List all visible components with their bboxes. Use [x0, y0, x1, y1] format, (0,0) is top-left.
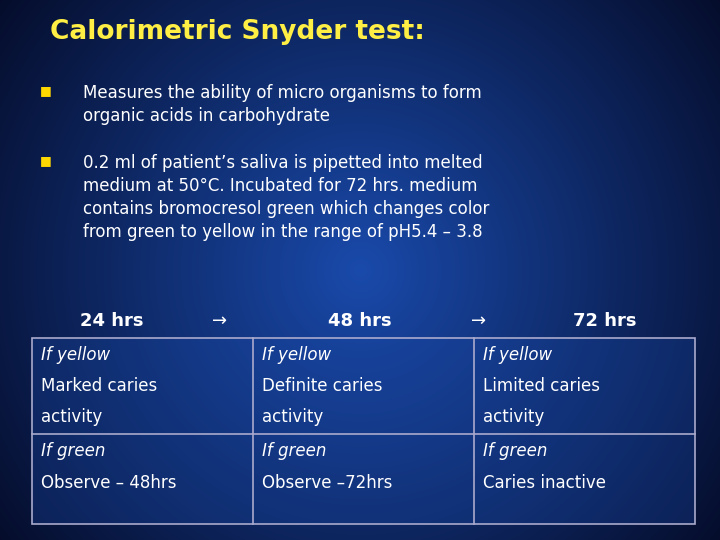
Text: activity: activity: [41, 408, 102, 426]
Text: Marked caries: Marked caries: [41, 377, 157, 395]
Text: If green: If green: [41, 442, 105, 461]
Text: 24 hrs: 24 hrs: [80, 312, 143, 330]
Text: Observe –72hrs: Observe –72hrs: [262, 474, 392, 492]
Text: Measures the ability of micro organisms to form
organic acids in carbohydrate: Measures the ability of micro organisms …: [83, 84, 482, 125]
Text: If yellow: If yellow: [262, 346, 331, 363]
Text: If yellow: If yellow: [41, 346, 110, 363]
Text: 72 hrs: 72 hrs: [573, 312, 636, 330]
Bar: [32, 338, 695, 524]
Text: If green: If green: [482, 442, 547, 461]
Text: ■: ■: [40, 84, 51, 97]
Text: If green: If green: [262, 442, 326, 461]
Text: If yellow: If yellow: [482, 346, 552, 363]
Text: →: →: [212, 312, 228, 330]
Text: Caries inactive: Caries inactive: [482, 474, 606, 492]
Text: Definite caries: Definite caries: [262, 377, 382, 395]
Text: Calorimetric Snyder test:: Calorimetric Snyder test:: [50, 19, 426, 45]
Text: activity: activity: [482, 408, 544, 426]
Text: 0.2 ml of patient’s saliva is pipetted into melted
medium at 50°C. Incubated for: 0.2 ml of patient’s saliva is pipetted i…: [83, 154, 489, 241]
Text: Limited caries: Limited caries: [482, 377, 600, 395]
Text: 48 hrs: 48 hrs: [328, 312, 392, 330]
Bar: [32, 338, 695, 524]
Text: Observe – 48hrs: Observe – 48hrs: [41, 474, 176, 492]
Text: ■: ■: [40, 154, 51, 167]
Text: →: →: [471, 312, 487, 330]
Text: activity: activity: [262, 408, 323, 426]
